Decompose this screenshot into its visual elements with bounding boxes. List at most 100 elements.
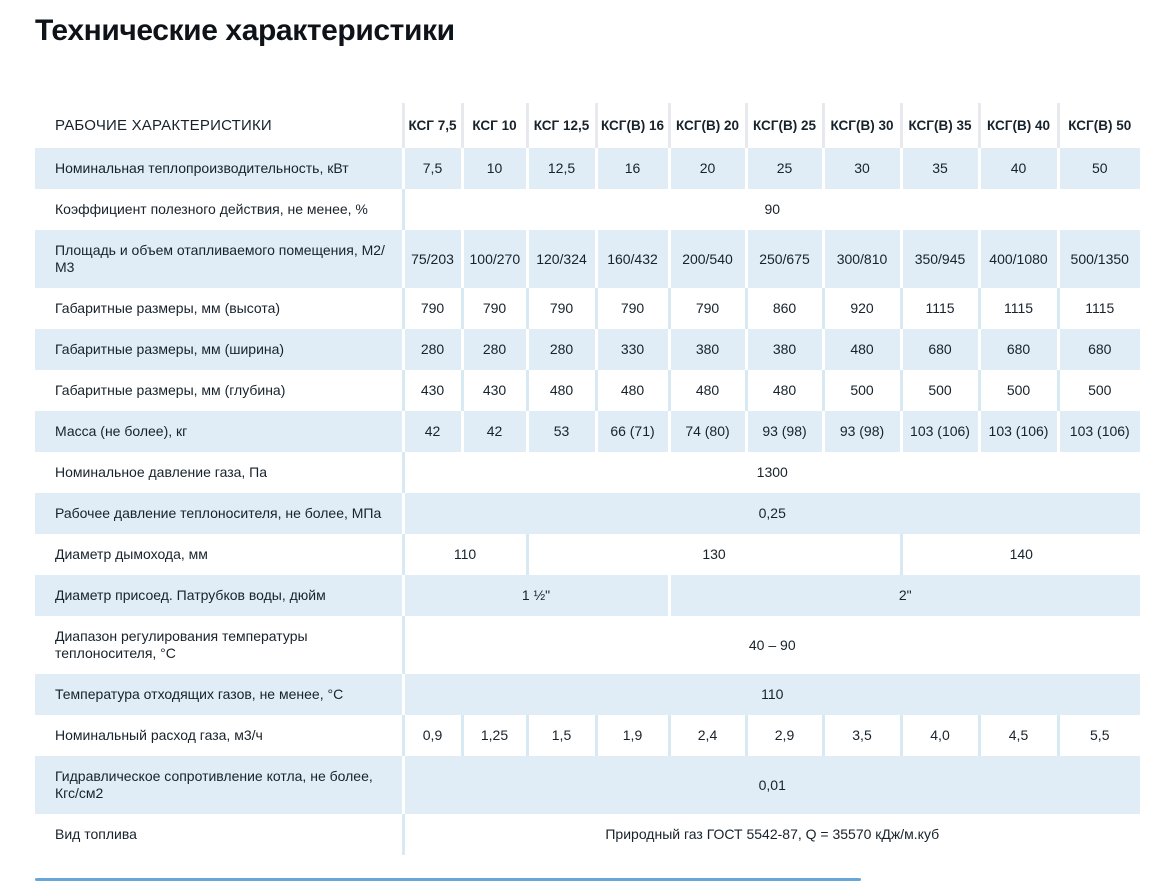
cell-value: 500 [1056, 370, 1140, 411]
cell-value: 430 [401, 370, 462, 411]
scrollbar-thumb[interactable] [35, 878, 861, 881]
horizontal-scrollbar[interactable] [35, 878, 1140, 882]
cell-value: 74 (80) [667, 411, 746, 452]
cell-value: 500 [977, 370, 1058, 411]
column-header-3: КСГ 12,5 [525, 103, 596, 148]
cell-value: Природный газ ГОСТ 5542-87, Q = 35570 кД… [401, 814, 1140, 855]
row-label: Коэффициент полезного действия, не менее… [55, 201, 368, 217]
cell-value: 430 [460, 370, 527, 411]
cell-value: 160/432 [594, 230, 669, 288]
specs-table: РАБОЧИЕ ХАРАКТЕРИСТИКИ КСГ 7,5 КСГ 10 КСГ … [35, 103, 1140, 855]
table-row: Габаритные размеры, мм (высота) 790 790 790… [35, 288, 1140, 329]
table-row: Номинальное давление газа, Па 1300 [35, 452, 1140, 493]
cell-value: 7,5 [401, 148, 462, 189]
cell-value: 680 [1056, 329, 1140, 370]
cell-value: 10 [460, 148, 527, 189]
cell-value: 480 [744, 370, 823, 411]
cell-value: 1115 [977, 288, 1058, 329]
cell-value: 50 [1056, 148, 1140, 189]
cell-value: 380 [744, 329, 823, 370]
cell-value: 480 [525, 370, 596, 411]
column-header-9: КСГ(В) 40 [977, 103, 1058, 148]
row-label: Рабочее давление теплоносителя, не более… [55, 505, 382, 521]
cell-value: 66 (71) [594, 411, 669, 452]
cell-value: 790 [401, 288, 462, 329]
cell-value: 110 [401, 674, 1140, 715]
row-label: Вид топлива [55, 826, 137, 842]
row-label: Гидравлическое сопротивление котла, не б… [55, 768, 373, 801]
cell-value: 1 ½" [401, 575, 669, 616]
cell-value: 1,5 [525, 715, 596, 756]
row-label: Номинальный расход газа, м3/ч [55, 727, 263, 743]
cell-value: 4,5 [977, 715, 1058, 756]
cell-value: 500 [899, 370, 979, 411]
row-label: Масса (не более), кг [55, 423, 188, 439]
row-label: Диаметр присоед. Патрубков воды, дюйм [55, 587, 326, 603]
cell-value: 380 [667, 329, 746, 370]
table-row: Температура отходящих газов, не менее, °… [35, 674, 1140, 715]
cell-value: 330 [594, 329, 669, 370]
column-header-6: КСГ(В) 25 [744, 103, 823, 148]
cell-value: 480 [667, 370, 746, 411]
cell-value: 103 (106) [899, 411, 979, 452]
cell-value: 280 [525, 329, 596, 370]
cell-value: 0,25 [401, 493, 1140, 534]
cell-value: 200/540 [667, 230, 746, 288]
cell-value: 2,4 [667, 715, 746, 756]
row-label: Номинальное давление газа, Па [55, 464, 268, 480]
cell-value: 280 [401, 329, 462, 370]
column-header-4: КСГ(В) 16 [594, 103, 669, 148]
cell-value: 790 [594, 288, 669, 329]
cell-value: 860 [744, 288, 823, 329]
column-header-2: КСГ 10 [460, 103, 527, 148]
cell-value: 680 [977, 329, 1058, 370]
cell-value: 42 [460, 411, 527, 452]
table-row: Номинальный расход газа, м3/ч 0,9 1,25 1,5 1… [35, 715, 1140, 756]
row-label: Диапазон регулирования температуры тепло… [55, 628, 308, 661]
cell-value: 130 [525, 534, 901, 575]
table-row: Масса (не более), кг 42 42 53 66 (71) 74 (80)… [35, 411, 1140, 452]
table-row: Габаритные размеры, мм (ширина) 280 280 280… [35, 329, 1140, 370]
table-row: Коэффициент полезного действия, не менее… [35, 189, 1140, 230]
row-label: Габаритные размеры, мм (высота) [55, 300, 281, 316]
column-header-8: КСГ(В) 35 [899, 103, 979, 148]
table-row: Номинальная теплопроизводительность, кВт… [35, 148, 1140, 189]
column-header-1: КСГ 7,5 [401, 103, 462, 148]
cell-value: 93 (98) [744, 411, 823, 452]
cell-value: 12,5 [525, 148, 596, 189]
table-row: Вид топлива Природный газ ГОСТ 5542-87, Q… [35, 814, 1140, 855]
cell-value: 500 [821, 370, 901, 411]
cell-value: 480 [594, 370, 669, 411]
row-label: Диаметр дымохода, мм [55, 546, 208, 562]
cell-value: 790 [460, 288, 527, 329]
cell-value: 90 [401, 189, 1140, 230]
cell-value: 103 (106) [1056, 411, 1140, 452]
cell-value: 1,25 [460, 715, 527, 756]
row-label: Температура отходящих газов, не менее, °… [55, 686, 344, 702]
table-row: Диапазон регулирования температуры тепло… [35, 616, 1140, 674]
table-row: Диаметр присоед. Патрубков воды, дюйм 1 ½… [35, 575, 1140, 616]
column-header-5: КСГ(В) 20 [667, 103, 746, 148]
cell-value: 110 [401, 534, 527, 575]
cell-value: 30 [821, 148, 901, 189]
cell-value: 790 [525, 288, 596, 329]
cell-value: 75/203 [401, 230, 462, 288]
cell-value: 280 [460, 329, 527, 370]
cell-value: 42 [401, 411, 462, 452]
table-row: Габаритные размеры, мм (глубина) 430 430 48… [35, 370, 1140, 411]
cell-value: 500/1350 [1056, 230, 1140, 288]
table-row: Диаметр дымохода, мм 110 130 140 [35, 534, 1140, 575]
cell-value: 400/1080 [977, 230, 1058, 288]
cell-value: 100/270 [460, 230, 527, 288]
table-row: Гидравлическое сопротивление котла, не б… [35, 756, 1140, 814]
table-header-row: РАБОЧИЕ ХАРАКТЕРИСТИКИ КСГ 7,5 КСГ 10 КСГ … [35, 103, 1140, 148]
column-header-7: КСГ(В) 30 [821, 103, 901, 148]
cell-value: 53 [525, 411, 596, 452]
cell-value: 25 [744, 148, 823, 189]
table-row: Площадь и объем отапливаемого помещения,… [35, 230, 1140, 288]
cell-value: 103 (106) [977, 411, 1058, 452]
cell-value: 2" [667, 575, 1140, 616]
cell-value: 250/675 [744, 230, 823, 288]
table-corner-label: РАБОЧИЕ ХАРАКТЕРИСТИКИ [35, 103, 403, 148]
cell-value: 790 [667, 288, 746, 329]
